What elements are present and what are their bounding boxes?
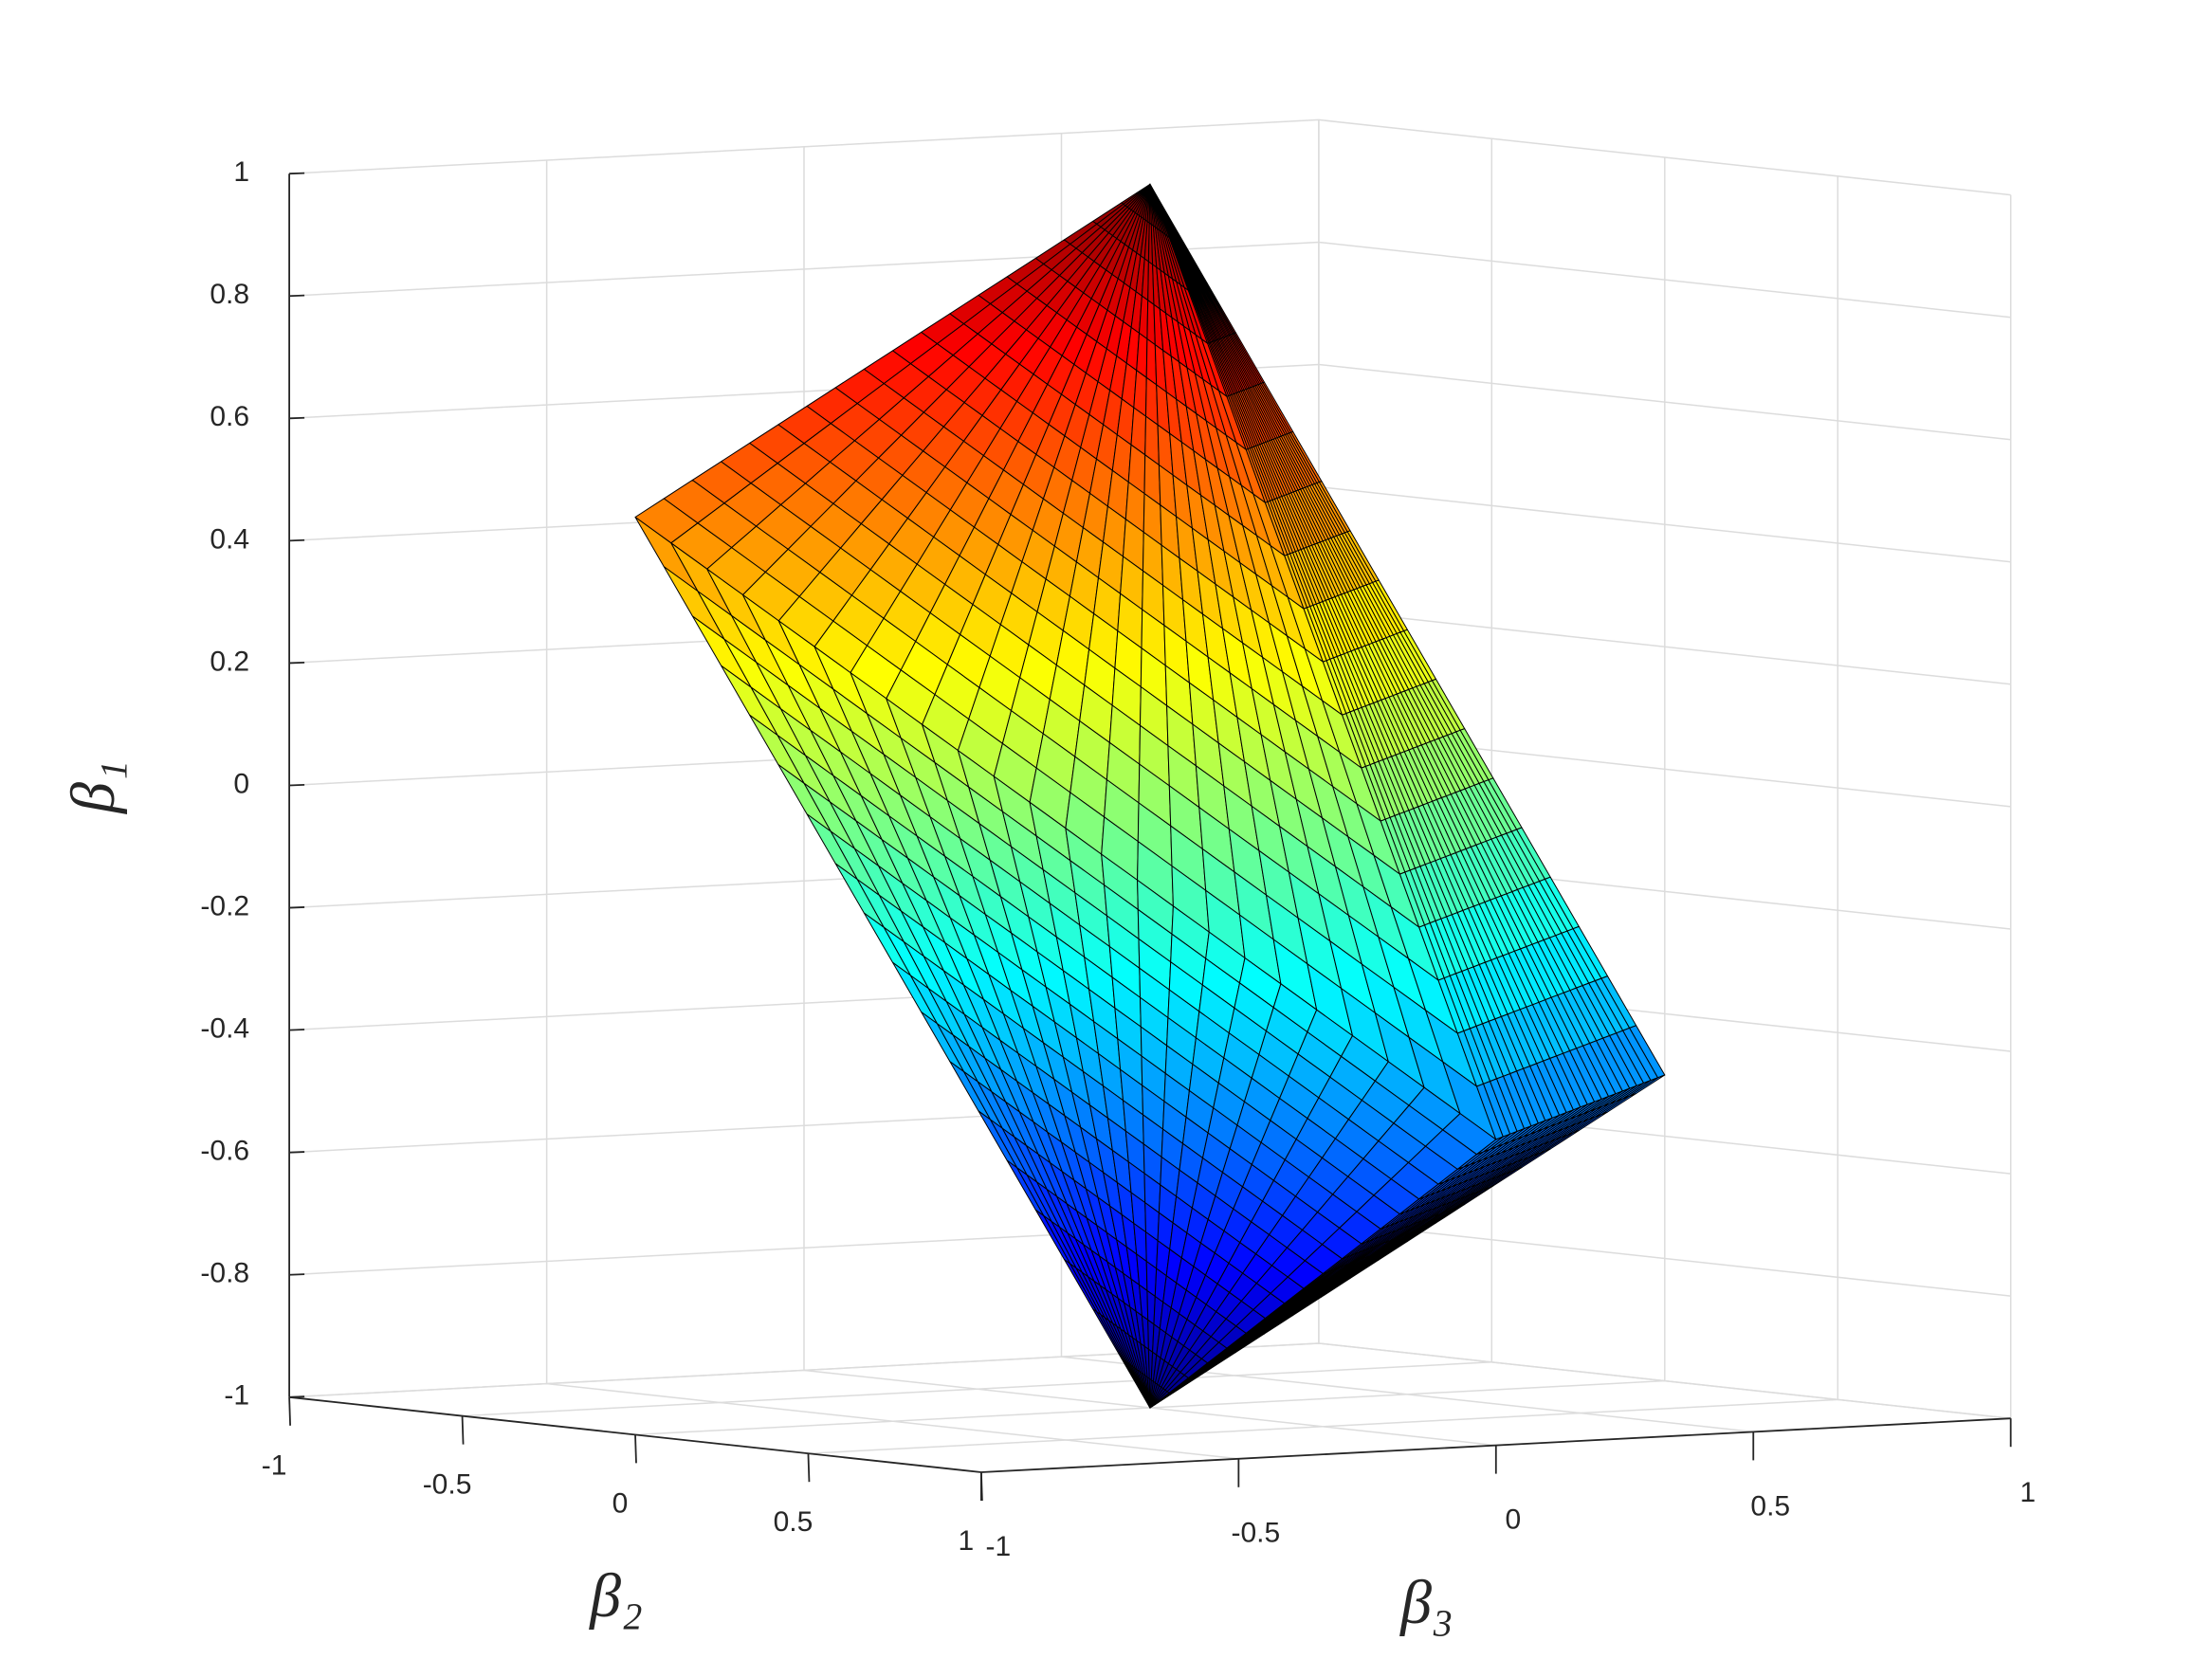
z-tick-label: 0.4	[210, 523, 249, 555]
y-grid-line	[545, 160, 1239, 1460]
z-tick-mark	[289, 661, 305, 665]
x-tick-label: 0	[612, 1487, 629, 1519]
surface-face	[1149, 1074, 1666, 1409]
y-tick-label: -1	[986, 1531, 1012, 1562]
surface	[634, 183, 1666, 1409]
z-tick-label: 1	[233, 156, 249, 188]
surface-face	[634, 183, 1497, 1140]
y-axis-label: β₃	[1398, 1568, 1453, 1637]
z-tick-mark	[289, 416, 305, 420]
z-tick-mark	[289, 906, 305, 909]
x-axis-label: β₂	[588, 1561, 643, 1631]
z-tick-label: 0.6	[210, 401, 249, 432]
mesh-patch	[1476, 1136, 1504, 1156]
z-tick-label: -1	[224, 1380, 249, 1412]
z-tick-label: -0.2	[200, 890, 249, 921]
z-tick-label: 0.2	[210, 646, 249, 677]
z-tick-label: 0.8	[210, 279, 249, 310]
z-tick-mark	[289, 172, 305, 175]
z-tick-label: -0.6	[200, 1136, 249, 1167]
x-tick-mark	[634, 1434, 637, 1464]
z-axis-label: β₁	[59, 760, 128, 815]
axes: -1 -0.8 -0.6 -0.4 -0.2 0 0.2 0.4 0.6 0.8 1 -1 -0.5 0 0…	[200, 156, 2036, 1562]
z-tick-mark	[289, 1151, 305, 1154]
z-tick-label: -0.8	[200, 1258, 249, 1289]
z-tick-mark	[289, 784, 305, 787]
z-tick-mark	[289, 294, 305, 298]
y-tick-label: -0.5	[1231, 1518, 1280, 1549]
z-tick-label: 0	[233, 768, 249, 799]
x-tick-mark	[807, 1453, 811, 1483]
y-tick-label: 1	[2020, 1477, 2036, 1508]
z-tick-mark	[289, 1273, 305, 1276]
x-tick-label: 1	[959, 1525, 975, 1557]
x-tick-mark	[288, 1396, 291, 1426]
x-tick-mark	[461, 1415, 465, 1445]
x-tick-label: -1	[262, 1450, 287, 1482]
y-tick-label: 0.5	[1750, 1490, 1790, 1522]
x-tick-label: 0.5	[774, 1506, 814, 1538]
z-tick-label: -0.4	[200, 1013, 249, 1045]
z-tick-mark	[289, 538, 305, 542]
y-tick-label: 0	[1505, 1504, 1521, 1536]
x-tick-label: -0.5	[423, 1469, 472, 1501]
surface-face	[634, 517, 1497, 1409]
z-tick-mark	[289, 1395, 305, 1398]
